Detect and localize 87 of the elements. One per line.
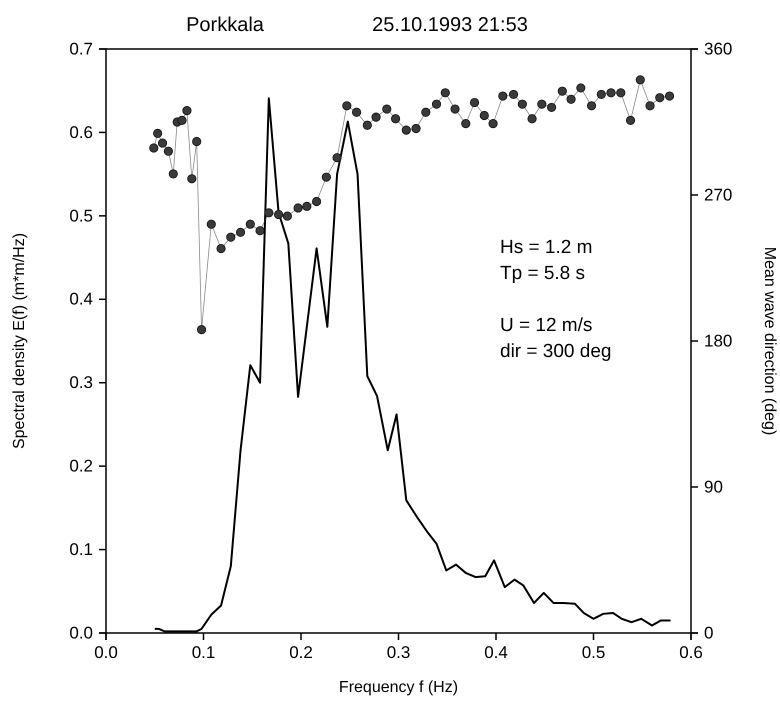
point <box>488 119 498 128</box>
x-tick-label: 0.5 <box>582 643 606 662</box>
point <box>206 220 216 229</box>
point <box>461 119 470 128</box>
point <box>282 212 292 221</box>
chart-title: Porkkala <box>186 14 265 36</box>
point <box>616 88 626 98</box>
point <box>566 94 576 104</box>
y2-tick-label: 360 <box>704 39 732 58</box>
x-tick-label: 0.3 <box>386 643 410 662</box>
x-tick-label: 0.2 <box>289 643 313 662</box>
point <box>558 86 567 96</box>
point <box>470 98 480 108</box>
point <box>168 169 178 178</box>
x-tick-label: 0.1 <box>192 643 216 662</box>
annotation: Hs = 1.2 m <box>500 237 592 258</box>
point <box>518 100 527 109</box>
y-tick-label: 0.5 <box>69 206 93 226</box>
point <box>508 90 518 99</box>
point <box>480 110 489 120</box>
annotation: U = 12 m/s <box>500 315 592 336</box>
point <box>216 244 226 254</box>
point <box>246 220 255 229</box>
point <box>293 203 303 213</box>
y2-tick-label: 0 <box>704 623 714 642</box>
point <box>177 116 187 125</box>
point <box>182 106 192 116</box>
annotation: dir = 300 deg <box>500 341 612 362</box>
x-axis-title: Frequency f (Hz) <box>338 679 458 696</box>
point <box>312 196 322 206</box>
point <box>342 101 352 110</box>
point <box>626 116 636 125</box>
point <box>187 174 196 184</box>
point <box>390 114 400 124</box>
point <box>421 108 430 117</box>
y-axis-title: Spectral density E(f) (m*m/Hz) <box>11 232 28 450</box>
y-tick-label: 0.1 <box>69 540 93 560</box>
y-tick-label: 0.2 <box>69 456 93 476</box>
point <box>274 210 284 220</box>
point <box>636 75 645 84</box>
chart-subtitle: 25.10.1993 21:53 <box>372 14 528 36</box>
point <box>322 172 331 182</box>
point <box>153 128 162 138</box>
point <box>432 100 442 109</box>
point <box>226 232 236 242</box>
point <box>362 120 372 130</box>
point <box>332 153 342 162</box>
y2-tick-label: 180 <box>704 331 732 350</box>
point <box>645 101 655 110</box>
y-tick-label: 0.7 <box>69 39 93 58</box>
point <box>655 93 664 102</box>
point <box>352 108 362 117</box>
point <box>264 208 274 218</box>
x-tick-label: 0.4 <box>484 643 508 662</box>
y-tick-label: 0.0 <box>69 623 93 642</box>
point <box>302 202 312 211</box>
point <box>527 114 537 124</box>
point <box>498 91 508 101</box>
point <box>402 126 411 135</box>
y2-tick-label: 90 <box>704 477 723 496</box>
point <box>411 124 421 134</box>
y2-axis-title: Mean wave direction (deg) <box>761 246 778 436</box>
y-tick-label: 0.4 <box>69 290 93 309</box>
point <box>236 228 246 237</box>
point <box>196 325 206 334</box>
point <box>371 112 381 122</box>
annotation: Tp = 5.8 s <box>500 263 586 284</box>
y2-tick-label: 270 <box>704 185 732 204</box>
point <box>537 100 546 109</box>
point <box>158 138 168 148</box>
y-tick-label: 0.6 <box>69 122 93 142</box>
point <box>596 90 606 99</box>
point <box>192 136 202 146</box>
point <box>440 88 450 98</box>
point <box>586 101 596 110</box>
y-tick-label: 0.3 <box>69 373 93 392</box>
point <box>164 146 173 156</box>
point <box>606 88 616 98</box>
point <box>149 143 158 153</box>
point <box>576 83 586 93</box>
point <box>382 104 392 114</box>
point <box>664 91 674 101</box>
x-tick-label: 0.6 <box>679 643 703 662</box>
x-tick-label: 0.0 <box>94 643 118 662</box>
point <box>546 102 556 112</box>
point <box>255 226 265 236</box>
point <box>450 104 460 114</box>
